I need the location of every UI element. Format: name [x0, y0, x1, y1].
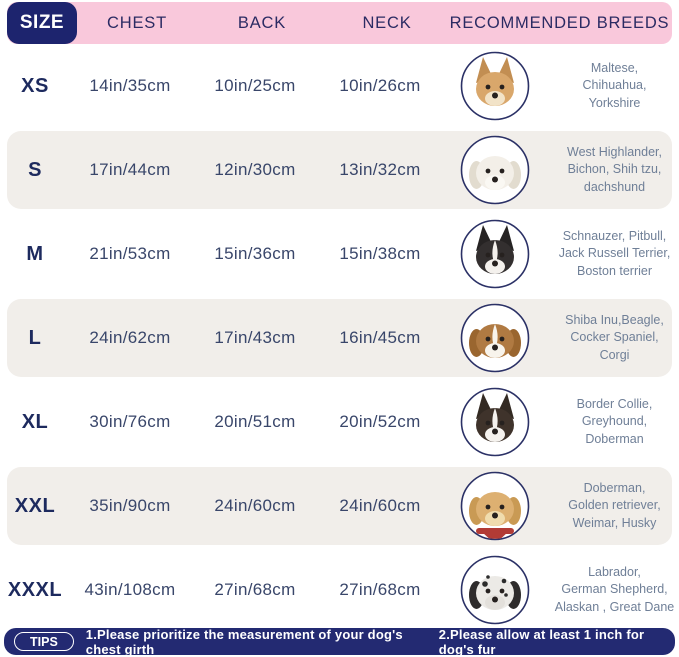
row-background: [7, 467, 672, 545]
chihuahua-photo: [440, 51, 550, 121]
bichon-photo: [440, 135, 550, 205]
table-header: SIZE CHEST BACK NECK RECOMMENDED BREEDS: [7, 2, 672, 44]
breeds-column-header: RECOMMENDED BREEDS: [449, 13, 670, 32]
back-value: 17in/43cm: [214, 328, 296, 347]
table-row-xxl: XXL 35in/90cm 24in/60cm 24in/60cm Doberm…: [0, 464, 679, 548]
table-row-l: L 24in/62cm 17in/43cm 16in/45cm Shiba In…: [0, 296, 679, 380]
size-label: XL: [21, 410, 49, 433]
tips-badge: TIPS: [14, 632, 74, 651]
table-row-xxxl: XXXL 43in/108cm 27in/68cm 27in/68cm Labr…: [0, 548, 679, 632]
chest-value: 14in/35cm: [89, 76, 171, 95]
breed-list: Border Collie, Greyhound, Doberman: [576, 396, 653, 446]
breed-list: Maltese, Chihuahua, Yorkshire: [582, 60, 647, 110]
back-value: 27in/68cm: [214, 580, 296, 599]
back-value: 24in/60cm: [214, 496, 296, 515]
chest-value: 30in/76cm: [89, 412, 171, 431]
neck-value: 13in/32cm: [339, 160, 421, 179]
back-value: 12in/30cm: [214, 160, 296, 179]
back-value: 20in/51cm: [214, 412, 296, 431]
chest-value: 17in/44cm: [89, 160, 171, 179]
beagle-photo: [440, 303, 550, 373]
size-table-body: XS 14in/35cm 10in/25cm 10in/26cm Maltese…: [0, 44, 679, 632]
table-row-s: S 17in/44cm 12in/30cm 13in/32cm West Hig…: [0, 128, 679, 212]
breed-list: Shiba Inu,Beagle, Cocker Spaniel, Corgi: [565, 312, 664, 362]
breed-list: West Highlander, Bichon, Shih tzu, dachs…: [567, 144, 662, 194]
neck-value: 16in/45cm: [339, 328, 421, 347]
chest-value: 24in/62cm: [89, 328, 171, 347]
chest-value: 35in/90cm: [89, 496, 171, 515]
size-label: S: [28, 158, 42, 181]
chest-value: 43in/108cm: [84, 580, 176, 599]
neck-value: 27in/68cm: [339, 580, 421, 599]
golden-retriever-photo: [440, 471, 550, 541]
neck-column-header: NECK: [362, 13, 412, 32]
neck-value: 10in/26cm: [339, 76, 421, 95]
neck-value: 24in/60cm: [339, 496, 421, 515]
breed-list: Labrador, German Shepherd, Alaskan , Gre…: [554, 564, 675, 614]
table-row-m: M 21in/53cm 15in/36cm 15in/38cm Schnauze…: [0, 212, 679, 296]
size-label: XS: [21, 74, 49, 97]
back-value: 10in/25cm: [214, 76, 296, 95]
great-dane-photo: [440, 555, 550, 625]
chest-column-header: CHEST: [107, 13, 167, 32]
tip-item-2: 2.Please allow at least 1 inch for dog's…: [438, 626, 645, 657]
neck-value: 15in/38cm: [339, 244, 421, 263]
chest-value: 21in/53cm: [89, 244, 171, 263]
size-header-badge: SIZE: [7, 2, 77, 44]
tips-bar: TIPS 1.Please prioritize the measurement…: [4, 626, 675, 657]
size-label: L: [28, 326, 42, 349]
row-background: [7, 131, 672, 209]
back-column-header: BACK: [237, 13, 287, 32]
border-collie-photo: [440, 387, 550, 457]
size-label: M: [26, 242, 44, 265]
size-label: XXXL: [7, 578, 63, 601]
table-row-xs: XS 14in/35cm 10in/25cm 10in/26cm Maltese…: [0, 44, 679, 128]
breed-list: Doberman, Golden retriever, Weimar, Husk…: [568, 480, 661, 530]
breed-list: Schnauzer, Pitbull, Jack Russell Terrier…: [558, 228, 671, 278]
neck-value: 20in/52cm: [339, 412, 421, 431]
back-value: 15in/36cm: [214, 244, 296, 263]
row-background: [7, 299, 672, 377]
size-label: XXL: [14, 494, 56, 517]
tip-item-1: 1.Please prioritize the measurement of y…: [85, 626, 403, 657]
boston-terrier-photo: [440, 219, 550, 289]
table-row-xl: XL 30in/76cm 20in/51cm 20in/52cm Border …: [0, 380, 679, 464]
